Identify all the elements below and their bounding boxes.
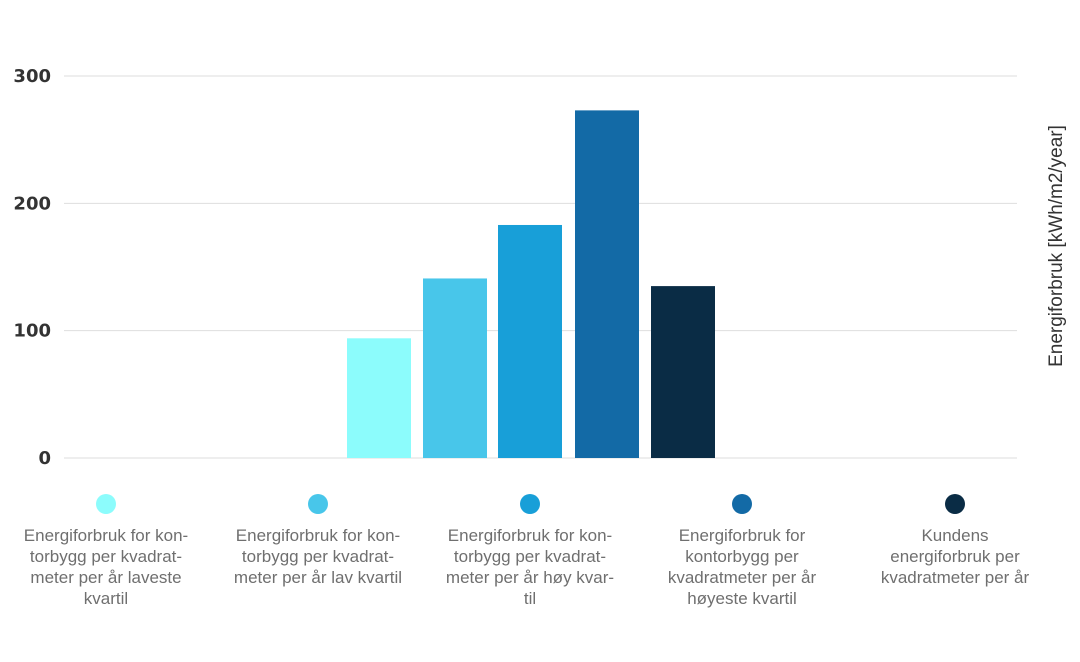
legend-label-line: kvadratmeter per år [667,568,817,587]
legend-label-line: torbygg per kvadrat- [241,547,395,566]
legend-swatch [96,494,116,514]
legend-label: Energiforbruk for kon-torbygg per kvadra… [6,525,206,609]
legend-label-line: torbygg per kvadrat- [453,547,607,566]
legend-swatch [308,494,328,514]
legend-swatch [520,494,540,514]
legend-item-2: Energiforbruk for kon-torbygg per kvadra… [218,490,418,588]
legend-label: Kundens energiforbruk per kvadratmeter per… [855,525,1055,588]
legend-swatch [732,494,752,514]
bar-3 [498,224,562,458]
legend-label-line: torbygg per kvadrat- [29,547,183,566]
legend-label: Energiforbruk for kontorbygg per kvadratme… [642,525,842,609]
legend-label-line: Kundens [921,526,989,545]
y-axis-label: Energiforbruk [kWh/m2/year] [1046,125,1067,367]
legend-label-line: energiforbruk per [890,547,1020,566]
legend-item-4: Energiforbruk for kontorbygg per kvadratme… [642,490,842,609]
y-axis-ticks: 0 100 200 300 [13,66,51,469]
legend-item-1: Energiforbruk for kon-torbygg per kvadra… [6,490,206,609]
bar-5 [651,286,715,458]
legend-label-line: Energiforbruk for kon- [23,526,189,545]
legend-label-line: meter per år lav kvartil [233,568,403,587]
legend-label: Energiforbruk for kon-torbygg per kvadra… [218,525,418,588]
y-tick-label: 200 [13,193,51,214]
legend-label-line: meter per år laveste [30,568,182,587]
legend-item-3: Energiforbruk for kon-torbygg per kvadra… [430,490,630,609]
bar-2 [423,278,487,458]
legend-label-line: kvadratmeter per år [880,568,1030,587]
legend-label-line: meter per år høy kvar- [445,568,615,587]
legend-label-line: til [523,589,537,608]
legend-label-line: høyeste kvartil [687,589,797,608]
legend-label: Energiforbruk for kon-torbygg per kvadra… [430,525,630,609]
legend-label-line: kontorbygg per [685,547,799,566]
y-tick-label: 0 [38,448,51,469]
bar-4 [575,110,639,458]
y-tick-label: 100 [13,321,51,342]
legend-label-line: kvartil [83,589,129,608]
bars [347,110,715,458]
y-tick-label: 300 [13,66,51,87]
legend: Energiforbruk for kon-torbygg per kvadra… [0,490,1080,630]
legend-label-line: Energiforbruk for kon- [447,526,613,545]
bar-1 [347,338,411,458]
legend-label-line: Energiforbruk for [678,526,806,545]
legend-item-5: Kundens energiforbruk per kvadratmeter per… [855,490,1055,588]
legend-swatch [945,494,965,514]
legend-label-line: Energiforbruk for kon- [235,526,401,545]
